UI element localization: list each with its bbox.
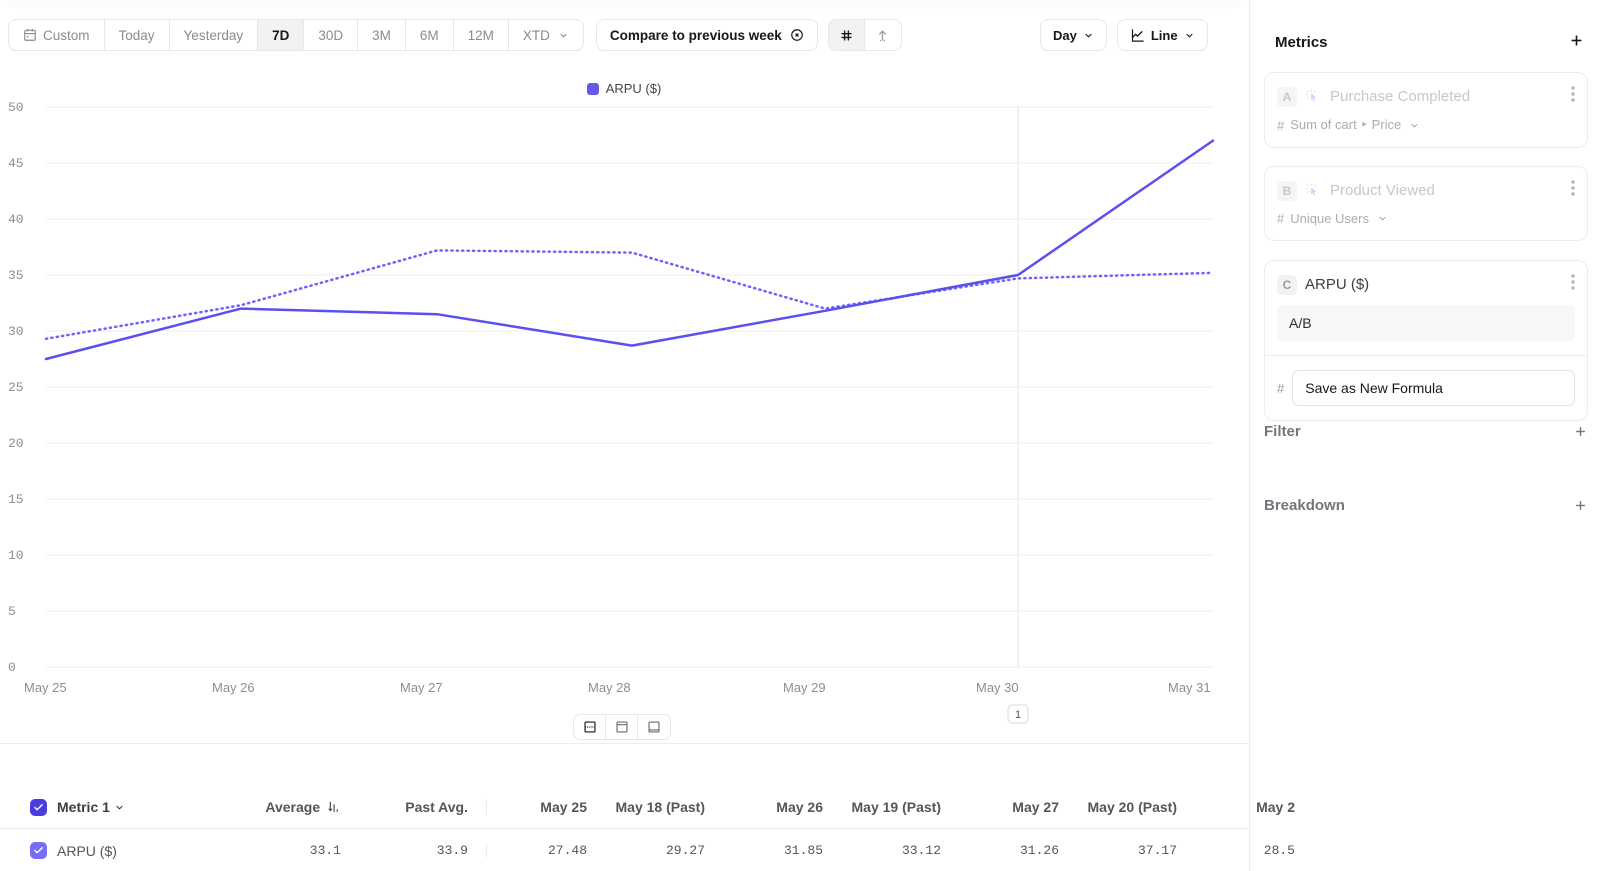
svg-text:May 26: May 26 <box>212 680 255 695</box>
svg-text:45: 45 <box>8 156 24 171</box>
svg-text:30: 30 <box>8 324 24 339</box>
svg-text:1: 1 <box>1015 709 1021 721</box>
svg-text:15: 15 <box>8 492 24 507</box>
svg-text:25: 25 <box>8 380 24 395</box>
svg-text:20: 20 <box>8 436 24 451</box>
svg-text:5: 5 <box>8 604 16 619</box>
svg-text:May 25: May 25 <box>24 680 67 695</box>
svg-text:May 31: May 31 <box>1168 680 1211 695</box>
svg-text:40: 40 <box>8 212 24 227</box>
svg-text:May 29: May 29 <box>783 680 826 695</box>
svg-text:May 28: May 28 <box>588 680 631 695</box>
svg-text:May 27: May 27 <box>400 680 443 695</box>
svg-text:0: 0 <box>8 660 16 675</box>
svg-text:35: 35 <box>8 268 24 283</box>
svg-text:May 30: May 30 <box>976 680 1019 695</box>
svg-text:10: 10 <box>8 548 24 563</box>
svg-text:50: 50 <box>8 100 24 115</box>
